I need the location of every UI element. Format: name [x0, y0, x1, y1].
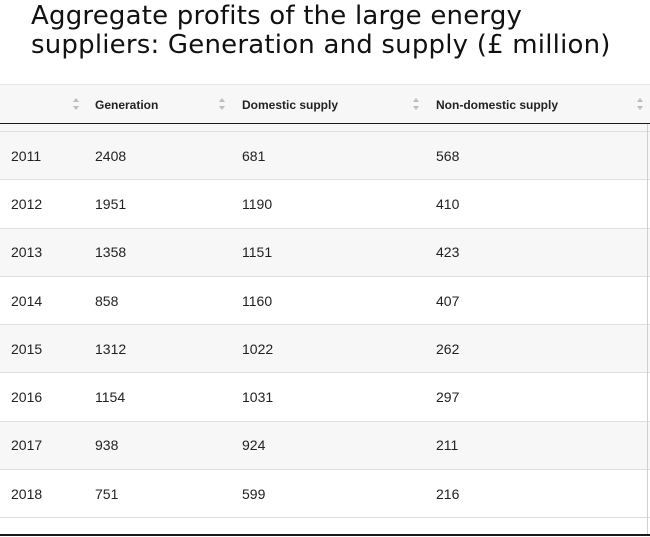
table-cell: 1022 — [242, 340, 274, 357]
table-cell: 1358 — [95, 244, 127, 261]
table-cell: 599 — [242, 485, 266, 502]
data-table: Generation Domestic supply Non-domestic … — [0, 84, 650, 537]
page-title: Aggregate profits of the large energy su… — [31, 1, 611, 60]
table-cell: 2018 — [11, 485, 43, 502]
table-cell: 1951 — [95, 195, 127, 212]
column-header-non-domestic-supply[interactable]: Non-domestic supply — [436, 97, 559, 112]
table-cell: 924 — [242, 437, 266, 454]
table-cell: 2016 — [11, 389, 43, 406]
table-cell: 1312 — [95, 340, 127, 357]
table-cell: 1160 — [242, 292, 273, 309]
table-cell: 1154 — [95, 389, 126, 406]
table-cell: 211 — [436, 437, 459, 454]
table-row: 2011 2408 681 568 — [0, 132, 650, 181]
table-row: 2013 1358 1151 423 — [0, 228, 650, 277]
table-cell: 751 — [95, 485, 119, 502]
column-header-domestic-supply[interactable]: Domestic supply — [242, 97, 339, 112]
table-header: Generation Domestic supply Non-domestic … — [0, 84, 650, 124]
table-cell: 2408 — [95, 147, 127, 164]
table-cell: 407 — [436, 292, 460, 309]
scroll-edge-divider — [647, 84, 648, 536]
table-cell: 938 — [95, 437, 119, 454]
table-row: 2012 1951 1190 410 — [0, 180, 650, 229]
table-cell: 858 — [95, 292, 119, 309]
table-row: 2016 1154 1031 297 — [0, 373, 650, 422]
table-cell: 681 — [242, 147, 266, 164]
table-cell: 2013 — [11, 244, 43, 261]
table-cell: 262 — [436, 340, 460, 357]
table-row: 2018 751 599 216 — [0, 470, 650, 519]
table-cell: 2011 — [11, 147, 42, 164]
sort-arrows-icon[interactable] — [218, 97, 226, 111]
table-body: 2010 2010 765 854 2011 2408 681 568 2012… — [0, 107, 650, 519]
table-cell: 297 — [436, 389, 460, 406]
table-cell: 568 — [436, 147, 460, 164]
sort-arrows-icon[interactable] — [636, 97, 644, 111]
table-cell: 2014 — [11, 292, 43, 309]
table-cell: 1190 — [242, 195, 273, 212]
table-cell: 2012 — [11, 195, 43, 212]
table-row: 2017 938 924 211 — [0, 421, 650, 471]
table-cell: 423 — [436, 244, 460, 261]
table-bottom-rule — [0, 534, 650, 536]
table-cell: 1151 — [242, 244, 273, 261]
table-cell: 1031 — [242, 389, 274, 406]
table-cell: 410 — [436, 195, 460, 212]
table-cell: 216 — [436, 485, 460, 502]
table-cell: 2017 — [11, 437, 43, 454]
table-row: 2014 858 1160 407 — [0, 276, 650, 326]
sort-arrows-icon[interactable] — [72, 97, 80, 111]
column-header-generation[interactable]: Generation — [95, 97, 159, 112]
table-cell: 2015 — [11, 340, 43, 357]
sort-arrows-icon[interactable] — [412, 97, 420, 111]
table-row: 2015 1312 1022 262 — [0, 325, 650, 374]
